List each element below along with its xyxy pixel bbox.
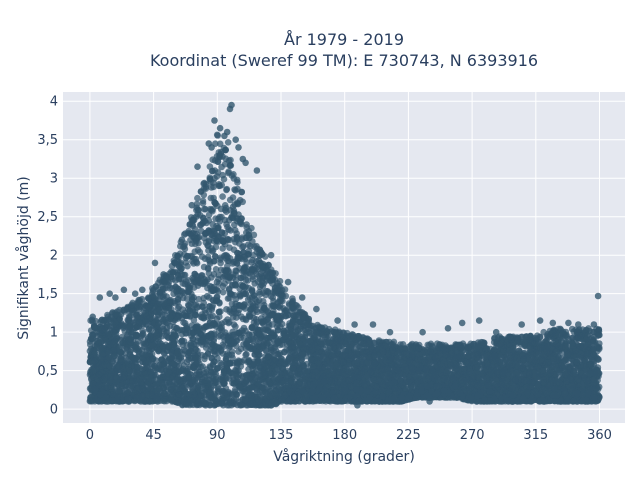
data-point: [216, 182, 224, 190]
data-point: [249, 273, 256, 280]
data-point: [234, 179, 241, 186]
data-point: [232, 366, 239, 374]
data-point: [224, 139, 232, 146]
data-point: [232, 187, 239, 194]
data-point: [221, 160, 229, 168]
data-point: [180, 319, 187, 326]
data-point: [254, 278, 262, 286]
data-points: [86, 101, 603, 409]
data-point: [219, 245, 226, 252]
data-point: [243, 221, 250, 228]
data-point: [204, 265, 212, 273]
data-point: [223, 186, 230, 194]
